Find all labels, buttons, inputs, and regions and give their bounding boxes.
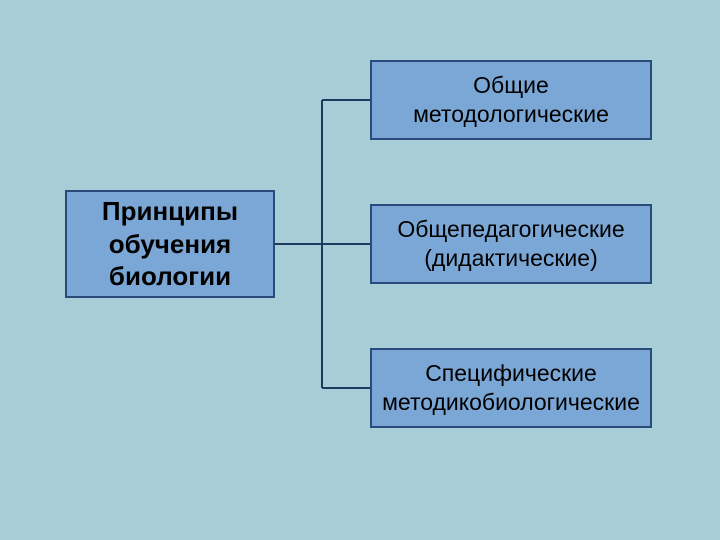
root-node: Принципы обучения биологии [65,190,275,298]
child-node-1-label: Общие методологические [372,71,650,129]
child-node-2: Общепедагогические (дидактические) [370,204,652,284]
child-node-1: Общие методологические [370,60,652,140]
child-node-3: Специфические методикобиологические [370,348,652,428]
child-node-3-label: Специфические методикобиологические [372,359,650,417]
root-node-label: Принципы обучения биологии [67,195,273,293]
child-node-2-label: Общепедагогические (дидактические) [372,215,650,273]
